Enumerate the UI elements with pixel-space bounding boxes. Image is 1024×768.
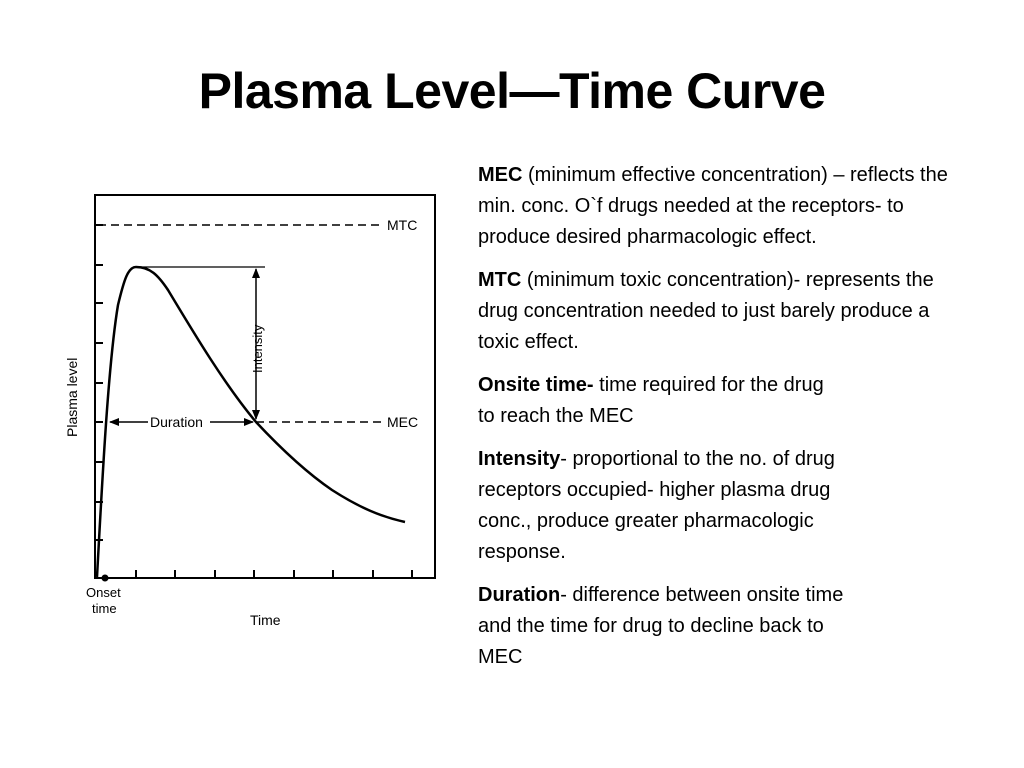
x-axis-label: Time [250, 612, 281, 628]
plasma-curve [95, 265, 406, 578]
onset-label-line1: Onset [86, 585, 121, 600]
note-intensity-term: Intensity [478, 448, 561, 470]
slide-title: Plasma Level—Time Curve [198, 63, 826, 119]
intensity-label: Intensity [250, 324, 265, 373]
note-onsite-text: time required for the drug to reach the … [478, 374, 824, 427]
note-duration: Duration- difference between onsite time… [478, 580, 868, 673]
note-onsite-time: Onsite time- time required for the drug … [478, 370, 838, 432]
note-mtc: MTC (minimum toxic concentration)- repre… [478, 265, 968, 358]
note-duration-text: - difference between onsite time and the… [478, 584, 844, 668]
onset-point [101, 574, 109, 582]
duration-label: Duration [150, 414, 203, 430]
diagram-svg: MTC MEC Intensity Duration Onset time Ti… [64, 194, 436, 628]
x-axis-ticks [135, 570, 413, 578]
note-mec: MEC (minimum effective concentration) – … [478, 160, 968, 253]
plasma-level-time-diagram: MTC MEC Intensity Duration Onset time Ti… [60, 185, 450, 635]
note-mtc-term: MTC [478, 269, 522, 291]
onset-label-line2: time [92, 601, 117, 616]
definitions-panel: MEC (minimum effective concentration) – … [478, 160, 978, 685]
note-duration-term: Duration [478, 584, 561, 606]
note-mtc-text: (minimum toxic concentration)- represent… [478, 269, 934, 353]
note-mec-term: MEC [478, 164, 523, 186]
note-intensity: Intensity- proportional to the no. of dr… [478, 444, 868, 568]
mec-label: MEC [387, 414, 418, 430]
y-axis-label: Plasma level [64, 358, 80, 437]
note-mec-text: (minimum effective concentration) – refl… [478, 164, 948, 248]
mtc-label: MTC [387, 217, 417, 233]
note-onsite-term: Onsite time- [478, 374, 594, 396]
note-intensity-text: - proportional to the no. of drug recept… [478, 448, 835, 563]
plot-frame [94, 194, 436, 579]
